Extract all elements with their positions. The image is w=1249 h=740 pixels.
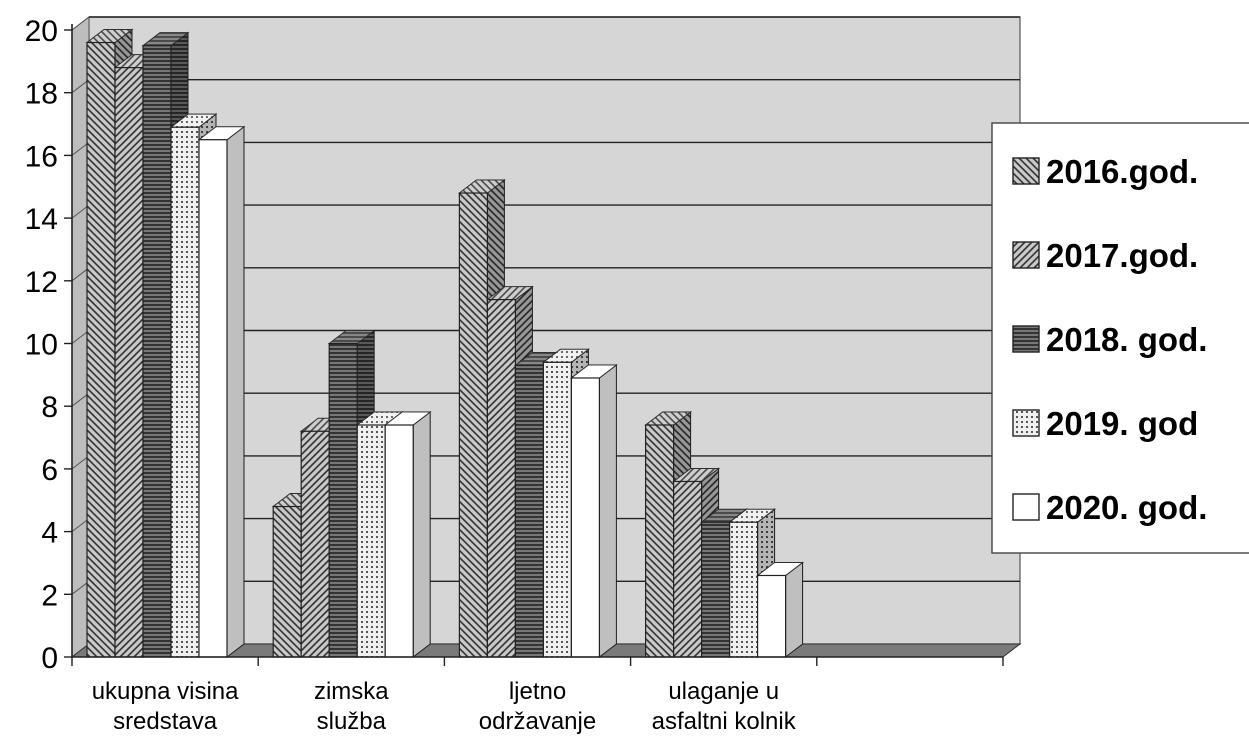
x-category-label: ukupna visina [92,678,239,705]
bar-side-shade [599,364,617,657]
y-tick-label: 2 [41,579,58,612]
bar-front [142,45,172,658]
y-tick-label: 14 [25,203,58,236]
bar-top-light [87,29,132,43]
legend-label: 2016.god. [1046,153,1198,190]
bar-front [672,480,703,658]
bar-front [644,424,675,658]
bar-top-light [571,364,617,378]
gridline-slant [71,16,90,31]
y-tick-label: 18 [25,78,58,111]
bar-front [356,424,386,658]
y-tick-label: 0 [41,642,58,675]
bar-top-light [357,412,403,426]
x-category-label: ljetno [509,678,566,705]
bar [569,363,618,659]
y-tick-label: 16 [25,140,58,173]
bar-top-light [543,349,589,363]
legend-swatch [1012,493,1040,521]
x-category-label: ulaganje u [668,678,779,705]
legend-swatch [1012,157,1040,185]
bar-front [170,126,200,658]
y-tick-label: 20 [25,15,58,48]
x-category-label: sredstava [113,708,218,735]
bar-front [86,41,116,658]
bar-top-light [673,468,719,482]
gridline-slant [71,330,90,344]
gridline-slant [71,455,90,470]
bar-front [300,430,330,658]
bar-top-light [757,562,803,576]
bar-front [700,521,731,658]
x-category-label: zimska [314,678,389,705]
bar-front [458,192,488,658]
bar-top-light [701,509,747,523]
legend-swatch [1012,241,1040,269]
x-category-label: održavanje [479,708,596,735]
y-tick-label: 6 [41,454,58,487]
bar-top-light [329,330,375,344]
x-category-label: služba [317,708,387,735]
bar-top-light [143,32,188,46]
bar-top-light [171,114,216,128]
gridline-slant [71,142,90,156]
legend-label: 2020. god. [1046,489,1207,526]
bar-side-shade [785,562,803,657]
bar-front [756,574,787,658]
bar-front [570,377,601,658]
y-tick-label: 4 [41,517,58,550]
legend-label: 2018. god. [1046,321,1207,358]
legend-label: 2017.god. [1046,237,1198,274]
bar-top-light [385,412,431,426]
gridline-slant [71,580,90,595]
bar [197,125,246,659]
bar-top-light [729,509,775,523]
bar-top-light [645,412,691,426]
gridline-slant [71,518,90,532]
bar-front [328,342,358,658]
bar-side-shade [413,412,431,657]
legend-swatch [1012,325,1040,353]
x-category-label: asfaltni kolnik [652,708,797,735]
bar-front [114,67,144,658]
bar [383,410,432,659]
bar-front [384,424,414,658]
bar-top-light [199,126,244,140]
y-tick-label: 10 [25,329,58,362]
bar-top-light [515,352,561,366]
bar-front [542,361,573,658]
bar-front [198,139,228,658]
y-tick-label: 12 [25,266,58,299]
bar [756,561,805,659]
bar-top-light [487,286,533,300]
gridline-slant [71,267,90,282]
bar-front [272,505,302,658]
gridline-slant [71,204,90,219]
bar-side-shade [227,126,244,658]
bar-front [728,521,759,658]
gridline-slant [71,79,90,94]
bar-front [514,364,545,658]
y-tick-label: 8 [41,391,58,424]
legend-swatch [1012,409,1040,437]
gridline-slant [71,392,90,407]
bar-front [486,299,516,658]
legend-label: 2019. god [1046,405,1198,442]
bar-top-light [459,180,505,194]
